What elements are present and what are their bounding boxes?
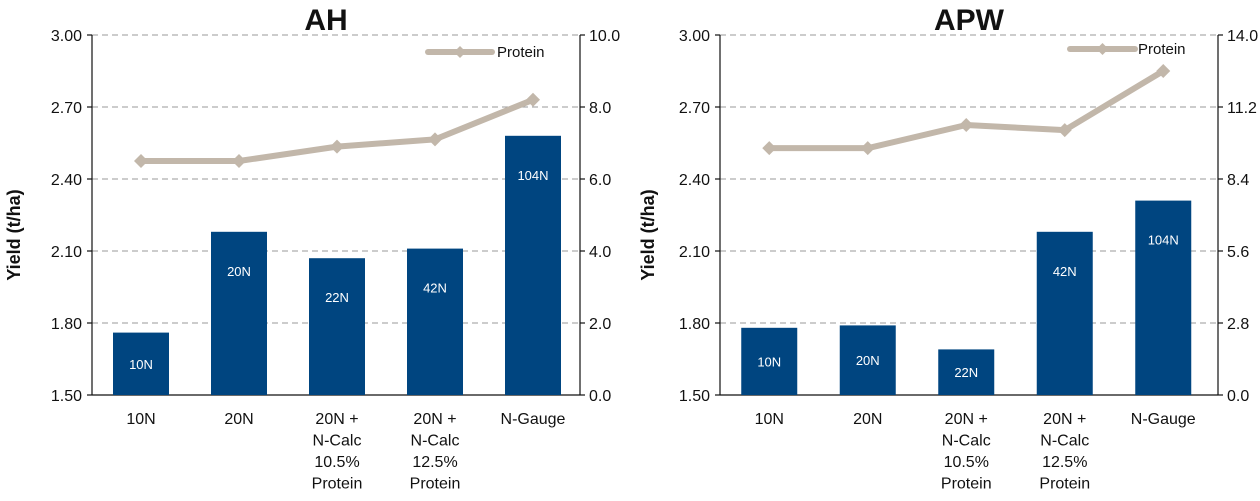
y2-tick-label: 0.0 (589, 388, 611, 405)
y-tick-label: 2.70 (51, 100, 82, 117)
bar (211, 231, 267, 395)
y-tick-label: 2.10 (679, 244, 710, 261)
bar (839, 325, 896, 395)
x-tick-label: Protein (941, 476, 992, 493)
y-tick-label: 3.00 (679, 28, 710, 45)
y2-tick-label: 2.8 (1227, 316, 1249, 333)
y-tick-label: 3.00 (51, 28, 82, 45)
x-tick-label: N-Gauge (1131, 411, 1196, 428)
bar (1135, 200, 1192, 395)
bar-value-label: 22N (954, 365, 978, 380)
x-tick-label: 20N + (315, 411, 358, 428)
bar (113, 332, 169, 395)
y-tick-label: 2.10 (51, 244, 82, 261)
x-tick-label: 10.5% (314, 454, 359, 471)
x-tick-label: 20N (224, 411, 253, 428)
x-tick-label: 12.5% (412, 454, 457, 471)
y-tick-label: 2.40 (679, 172, 710, 189)
bar-value-label: 10N (129, 357, 153, 372)
bar (407, 248, 463, 395)
legend-marker (1096, 43, 1109, 55)
x-tick-label: N-Calc (942, 433, 991, 450)
chart-title: APW (934, 4, 1005, 37)
x-tick-label: 20N + (413, 411, 456, 428)
x-tick-label: N-Calc (1040, 433, 1089, 450)
legend-label: Protein (497, 44, 545, 61)
bar-value-label: 22N (325, 290, 349, 305)
bar (309, 258, 365, 395)
y-tick-label: 2.40 (51, 172, 82, 189)
bar-value-label: 42N (1053, 264, 1077, 279)
x-tick-label: Protein (312, 476, 363, 493)
y2-tick-label: 8.0 (589, 100, 611, 117)
x-tick-label: 10N (126, 411, 155, 428)
y2-tick-label: 5.6 (1227, 244, 1249, 261)
bar (741, 327, 798, 395)
x-tick-label: 20N + (945, 411, 988, 428)
y-tick-label: 2.70 (679, 100, 710, 117)
x-tick-label: 20N (853, 411, 882, 428)
y-axis-label: Yield (t/ha) (4, 189, 24, 280)
legend-label: Protein (1138, 41, 1186, 58)
protein-point (860, 141, 875, 156)
protein-point (134, 154, 148, 168)
y2-tick-label: 0.0 (1227, 388, 1249, 405)
protein-point (330, 139, 344, 154)
bar-value-label: 42N (423, 281, 447, 296)
protein-point (1057, 123, 1072, 138)
bar-value-label: 20N (856, 353, 880, 368)
legend-marker (454, 46, 466, 58)
protein-point (526, 92, 540, 107)
y-tick-label: 1.80 (679, 316, 710, 333)
y2-tick-label: 14.0 (1227, 28, 1258, 45)
x-tick-label: N-Calc (313, 433, 362, 450)
protein-point (959, 118, 974, 132)
y-tick-label: 1.50 (51, 388, 82, 405)
x-tick-label: 10.5% (944, 454, 989, 471)
y-axis-label: Yield (t/ha) (638, 189, 658, 280)
protein-line (766, 68, 1167, 152)
chart-panel-ah: AH 1.50 1.80 2.10 2.40 2.70 3.00 0.0 2.0 4.0 6.0 8.… (4, 4, 620, 493)
protein-point (232, 154, 246, 168)
y2-tick-label: 10.0 (589, 28, 620, 45)
protein-point (1156, 64, 1171, 78)
bar (938, 349, 995, 395)
y-tick-label: 1.50 (679, 388, 710, 405)
y2-tick-label: 6.0 (589, 172, 611, 189)
x-tick-label: Protein (1039, 476, 1090, 493)
y2-tick-label: 2.0 (589, 316, 611, 333)
bar-value-label: 10N (757, 354, 781, 369)
x-tick-label: 12.5% (1042, 454, 1087, 471)
chart-panel-apw: APW 1.50 1.80 2.10 2.40 2.70 3.00 0.0 2.8 5.6 8.4 1… (638, 4, 1258, 493)
x-tick-label: N-Gauge (501, 411, 566, 428)
y2-tick-label: 11.2 (1227, 100, 1257, 117)
x-tick-label: 20N + (1043, 411, 1086, 428)
bar-value-label: 20N (227, 264, 251, 279)
chart-title: AH (304, 4, 347, 37)
bar (1036, 231, 1093, 395)
bar (505, 135, 561, 396)
protein-point (762, 141, 777, 156)
bar-value-label: 104N (517, 168, 548, 183)
bar-value-label: 104N (1148, 233, 1179, 248)
y2-tick-label: 8.4 (1227, 172, 1249, 189)
x-tick-label: Protein (410, 476, 461, 493)
x-tick-label: 10N (755, 411, 784, 428)
protein-point (428, 132, 442, 147)
y-tick-label: 1.80 (51, 316, 82, 333)
y2-tick-label: 4.0 (589, 244, 611, 261)
x-tick-label: N-Calc (411, 433, 460, 450)
